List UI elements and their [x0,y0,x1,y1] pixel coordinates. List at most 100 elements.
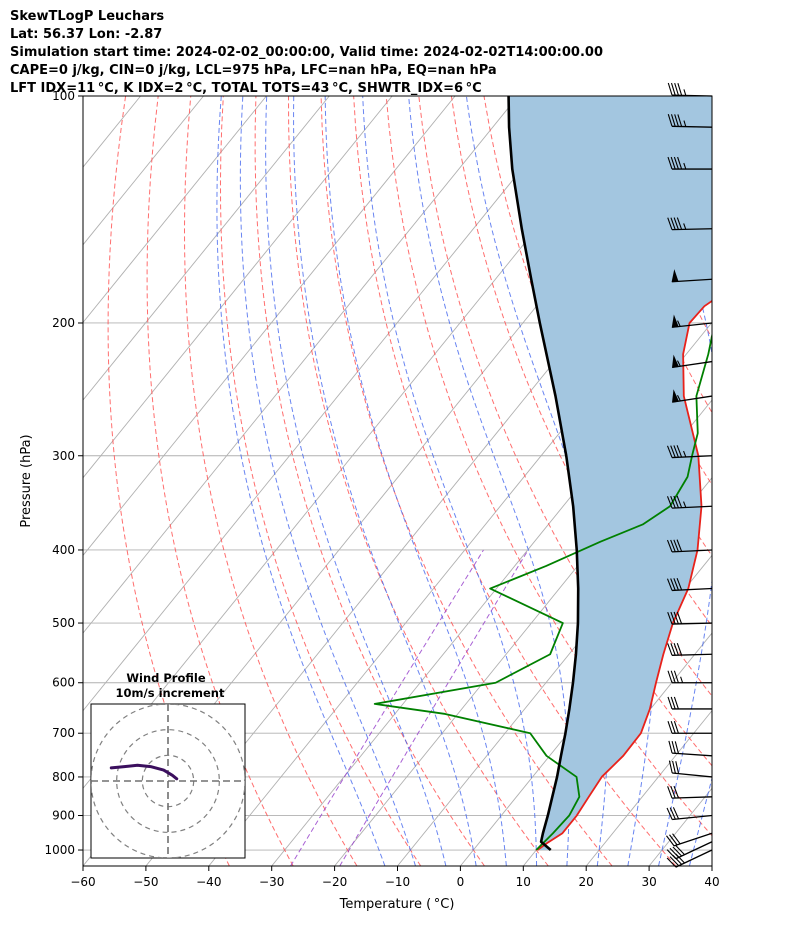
barb-flag [676,611,683,624]
wind-barb [666,577,713,592]
hodograph-inner [91,704,245,858]
moist-adiabat [408,96,570,866]
y-tick-label: 400 [52,543,75,557]
barb-half-flag [676,360,681,367]
hodograph-trace [109,763,179,781]
barb-shaft [672,752,713,757]
barb-shaft [675,849,713,868]
y-tick-label: 900 [52,809,75,823]
barb-flag [667,643,673,656]
wind-barb [671,314,713,328]
x-tick-label: 30 [641,875,656,889]
y-tick-label: 200 [52,316,75,330]
barb-flag [672,833,681,845]
wind-barb [666,445,713,459]
barb-flag [673,785,679,799]
barb-flag [673,539,679,552]
barb-flag [673,721,679,734]
barb-flag [676,642,683,656]
stability-line: CAPE=0 j/kg, CIN=0 j/kg, LCL=975 hPa, LF… [10,63,497,78]
wind-barb [672,389,713,403]
isotherm-line [83,96,204,246]
barb-shaft [672,395,713,403]
hodograph-subtitle: 10m/s increment [116,686,225,700]
isotherm-line [83,96,456,557]
barb-half-flag [680,676,684,683]
cape-cin-shading [508,96,712,851]
y-tick-label: 600 [52,676,75,690]
barb-flag [667,670,673,683]
barb-shaft [671,653,713,656]
time-line: Simulation start time: 2024-02-02_00:00:… [10,45,603,60]
barb-flag [670,578,676,591]
moist-adiabat [239,96,416,866]
isotherm-line [208,244,712,866]
wind-barb [667,156,712,170]
y-tick-label: 700 [52,726,75,740]
wind-barb [666,841,713,860]
wind-barb [671,269,713,283]
barb-flag [667,114,673,127]
wind-barb [671,354,713,369]
location-line: Lat: 56.37 Lon: -2.87 [10,27,163,42]
wind-barb [667,217,713,231]
barb-flag [667,156,673,170]
barb-flag [669,847,680,858]
parcel-line [507,96,580,852]
shaded-layer [508,96,712,851]
dewpoint-line [373,331,712,851]
moist-adiabat [324,96,507,866]
wind-barb [666,539,713,553]
moist-adiabat [265,96,447,866]
isotherm-line [83,96,582,712]
y-tick-label: 800 [52,770,75,784]
x-tick-label: −20 [322,875,347,889]
barb-flag [674,741,680,754]
barb-flag [672,807,680,820]
barb-shaft [672,814,713,821]
wind-barbs [666,82,713,868]
dry-adiabat [183,96,358,866]
y-axis-label: Pressure (hPa) [19,434,34,527]
barb-flag [668,760,673,774]
barb-flag [671,740,676,754]
x-tick-label: 0 [457,875,465,889]
dry-adiabat [287,96,549,866]
barb-flag [675,761,680,774]
x-axis-label: Temperature ( °C) [339,897,455,912]
isotherm-line [83,96,393,479]
barb-flag [670,217,676,230]
x-tick-label: −50 [133,875,158,889]
wind-barb [667,721,712,734]
barb-flag [666,445,673,458]
wind-barb [668,740,713,757]
moist-adiabat [362,96,538,866]
barb-flag [667,696,673,710]
barb-half-flag [683,501,687,508]
x-tick-label: 40 [704,875,719,889]
moist-adiabat [216,96,386,866]
y-tick-label: 1000 [44,843,75,857]
y-tick-label: 300 [52,449,75,463]
barb-shaft [671,228,713,231]
barb-flag [675,845,685,856]
barb-half-flag [683,120,687,127]
isotherm-line [585,709,712,866]
barb-flag [672,760,676,774]
x-tick-label: −10 [385,875,410,889]
barb-pennant [671,354,679,368]
barb-shaft [671,622,713,625]
barb-flag [677,83,683,96]
barb-flag [673,445,679,458]
barb-flag [673,578,679,591]
wind-barb [667,82,713,97]
barb-flag [673,156,679,170]
barb-flag [677,114,683,127]
x-tick-label: 20 [579,875,594,889]
barb-flag [670,721,676,734]
barb-flag [673,696,679,710]
barb-half-flag [683,223,687,230]
index-line: LFT IDX=11 °C, K IDX=2 °C, TOTAL TOTS=43… [10,81,482,96]
barb-flag [670,670,676,683]
